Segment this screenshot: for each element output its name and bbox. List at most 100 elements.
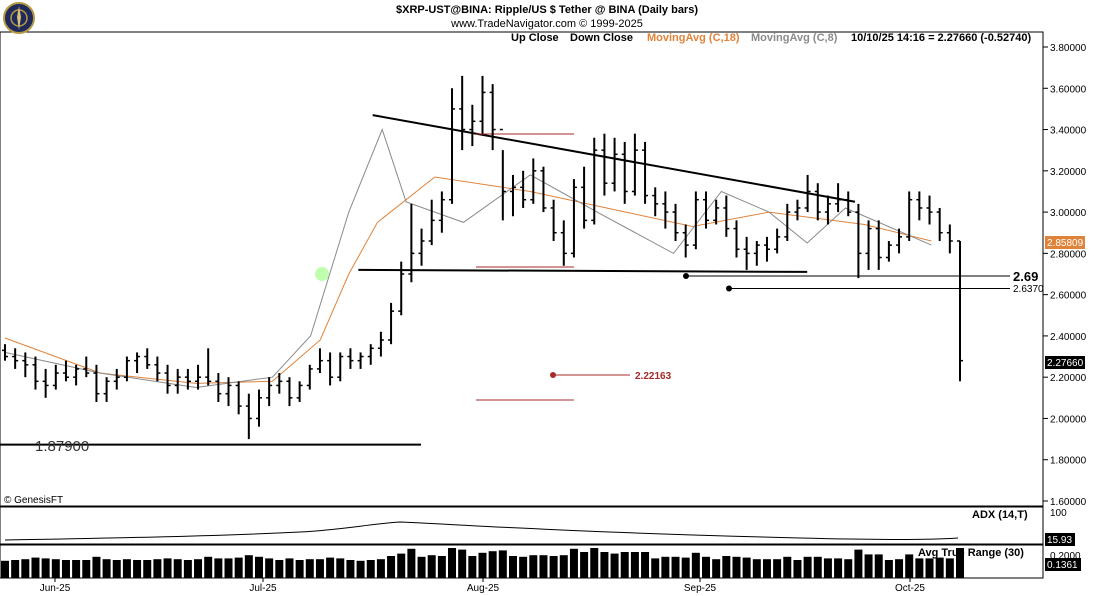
adx-badge — [1045, 533, 1075, 546]
atr-bar — [651, 558, 660, 578]
atr-bar — [407, 548, 416, 578]
atr-bar — [681, 557, 690, 578]
atr-bar — [204, 556, 213, 578]
ohlc-bar — [703, 191, 710, 229]
ohlc-bar — [936, 207, 943, 241]
ohlc-bar — [134, 352, 141, 374]
copyright-text: www.TradeNavigator.com © 1999-2025 — [450, 18, 643, 30]
atr-bar — [590, 548, 599, 578]
ohlc-bar — [784, 203, 791, 241]
ohlc-bar — [621, 141, 628, 204]
ohlc-bar — [235, 381, 242, 415]
ohlc-bar — [327, 352, 334, 386]
atr-bar — [925, 558, 934, 578]
ohlc-bar — [32, 356, 39, 390]
atr-bar — [823, 558, 832, 578]
legend-down-close: Down Close — [570, 32, 633, 44]
atr-bar — [458, 549, 467, 578]
atr-bar — [254, 556, 263, 578]
atr-bar — [813, 556, 822, 578]
adx-value: 15.93 — [1047, 535, 1072, 546]
atr-bar — [498, 550, 507, 578]
atr-bar — [630, 552, 639, 578]
atr-bar — [559, 555, 568, 578]
ma18-badge — [1045, 236, 1085, 249]
atr-bar — [214, 558, 223, 578]
atr-bar — [702, 556, 711, 578]
x-tick-label: Jul-25 — [249, 583, 277, 594]
atr-bar — [183, 560, 192, 578]
ohlc-bar — [195, 364, 202, 390]
atr-bar — [783, 556, 792, 578]
legend-up-close: Up Close — [511, 32, 559, 44]
y-tick-label: 2.00000 — [1050, 414, 1087, 425]
atr-bar — [51, 559, 60, 578]
ohlc-bar — [245, 393, 252, 440]
ohlc-bar — [83, 356, 90, 378]
atr-bar — [244, 555, 253, 578]
ohlc-bar — [174, 368, 181, 394]
atr-bar — [326, 557, 335, 578]
ohlc-bar — [957, 240, 963, 382]
ohlc-bar — [398, 261, 405, 316]
atr-bar — [1, 560, 9, 578]
atr-bar — [935, 557, 944, 578]
atr-bar — [41, 558, 50, 578]
ohlc-bar — [611, 137, 618, 192]
ohlc-bar — [499, 128, 506, 221]
atr-bar — [102, 559, 111, 578]
atr-bar — [143, 560, 152, 578]
ohlc-bar — [52, 364, 59, 390]
ohlc-bar — [896, 228, 903, 254]
ohlc-bar — [530, 158, 537, 204]
y-tick-label: 3.80000 — [1050, 43, 1087, 54]
atr-bar — [488, 551, 497, 578]
support-a-label: 2.69 — [1013, 269, 1038, 284]
ohlc-bar — [845, 191, 852, 217]
atr-bar — [671, 556, 680, 578]
atr-bar — [336, 558, 345, 578]
atr-bar — [417, 556, 426, 578]
atr-bar — [712, 559, 721, 578]
x-axis: Jun-25 Jul-25 Aug-25 Sep-25 Oct-25 — [40, 578, 925, 594]
ohlc-bars — [2, 75, 963, 440]
atr-bar — [529, 555, 538, 578]
ohlc-bar — [255, 389, 262, 427]
atr-bar — [72, 560, 81, 578]
ohlc-bar — [286, 377, 293, 407]
price-panel — [0, 31, 1044, 507]
price-badge-text: 2.27660 — [1047, 358, 1084, 369]
atr-bar — [305, 559, 314, 578]
legend-quote: 10/10/25 14:16 = 2.27660 (-0.52740) — [851, 32, 1031, 44]
y-tick-label: 3.20000 — [1050, 167, 1087, 178]
ohlc-bar — [418, 228, 425, 266]
tradenavigator-logo — [3, 2, 35, 34]
atr-bar — [397, 553, 406, 578]
ohlc-bar — [550, 199, 557, 241]
x-tick-label: Oct-25 — [895, 583, 925, 594]
atr-bar — [793, 560, 802, 578]
atr-bar — [315, 559, 324, 578]
ohlc-bar — [144, 348, 151, 369]
ohlc-bar — [215, 373, 222, 402]
ohlc-bar — [642, 141, 649, 204]
target-label: 2.22163 — [635, 371, 672, 382]
x-tick-label: Jun-25 — [40, 583, 71, 594]
legend-ma8: MovingAvg (C,8) — [751, 32, 838, 44]
ohlc-bar — [12, 348, 19, 369]
ohlc-bar — [377, 331, 384, 357]
support-trendline — [358, 268, 808, 273]
y-tick-label: 3.40000 — [1050, 126, 1087, 137]
x-tick-label: Aug-25 — [467, 583, 500, 594]
atr-bar — [163, 558, 172, 578]
watermark: © GenesisFT — [4, 495, 63, 506]
ohlc-bar — [296, 381, 303, 402]
ohlc-bar — [123, 356, 130, 382]
ohlc-bar — [347, 348, 354, 369]
ohlc-bar — [306, 364, 313, 390]
ohlc-bar — [804, 174, 811, 213]
ohlc-bar — [337, 352, 344, 382]
atr-histogram — [1, 548, 964, 578]
y-tick-label: 1.60000 — [1050, 497, 1087, 508]
